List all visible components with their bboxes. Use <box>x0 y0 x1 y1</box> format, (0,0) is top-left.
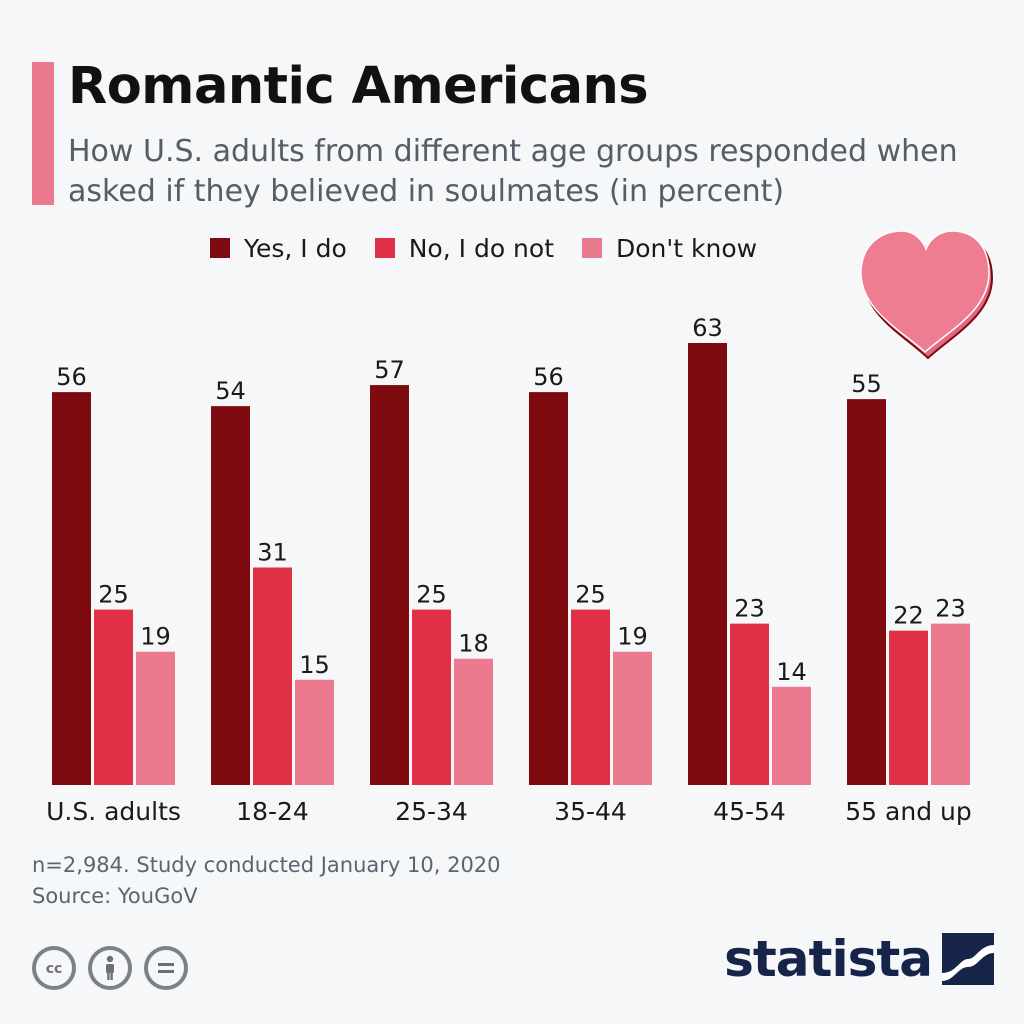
data-label-yes: 54 <box>215 377 246 405</box>
no-derivatives-icon[interactable] <box>144 946 188 990</box>
data-label-dont-know: 23 <box>935 595 966 623</box>
license-icons: cc <box>32 946 188 990</box>
chart-title: Romantic Americans <box>68 57 649 116</box>
bar-yes <box>529 392 568 785</box>
bar-yes <box>52 392 91 785</box>
data-label-dont-know: 18 <box>458 630 489 658</box>
data-label-yes: 63 <box>692 314 723 342</box>
x-tick-label: 35-44 <box>554 797 627 826</box>
bars-layer: 56 25 19 U.S. adults 54 31 15 18-24 57 25 18 25-34 5… <box>46 314 972 826</box>
source-note: Source: YouGoV <box>32 884 198 908</box>
data-label-yes: 56 <box>56 363 87 391</box>
bar-no <box>412 609 451 785</box>
statista-mark-icon <box>942 933 994 985</box>
bar-dont-know <box>772 686 811 785</box>
statista-logo[interactable]: statista <box>724 930 994 988</box>
bar-dont-know <box>613 651 652 785</box>
data-label-no: 31 <box>257 539 288 567</box>
x-tick-label: U.S. adults <box>46 797 181 826</box>
legend-item-yes: Yes, I do <box>210 234 347 263</box>
data-label-dont-know: 19 <box>617 623 648 651</box>
legend-label-no: No, I do not <box>408 233 554 263</box>
bar-no <box>94 609 133 785</box>
bar-no <box>253 567 292 785</box>
cc-icon[interactable]: cc <box>32 946 76 990</box>
heart-icon <box>860 230 994 360</box>
svg-text:cc: cc <box>46 961 63 977</box>
bar-yes <box>370 385 409 785</box>
sample-note: n=2,984. Study conducted January 10, 202… <box>32 853 501 877</box>
legend-swatch-dont-know <box>582 238 602 258</box>
data-label-dont-know: 19 <box>140 623 171 651</box>
bar-no <box>730 623 769 785</box>
bar-no <box>571 609 610 785</box>
bar-yes <box>688 343 727 785</box>
legend-label-yes: Yes, I do <box>244 233 347 263</box>
chart-legend: Yes, I do No, I do not Don't know <box>210 232 757 264</box>
chart-subtitle: How U.S. adults from different age group… <box>68 134 958 209</box>
data-label-no: 25 <box>575 581 606 609</box>
data-label-no: 25 <box>98 581 129 609</box>
data-label-dont-know: 15 <box>299 651 330 679</box>
legend-item-dont-know: Don't know <box>582 234 757 263</box>
bar-yes <box>847 399 886 785</box>
bar-no <box>889 630 928 785</box>
data-label-no: 25 <box>416 581 447 609</box>
data-label-no: 23 <box>734 595 765 623</box>
bar-dont-know <box>295 679 334 785</box>
legend-label-dont-know: Don't know <box>616 233 758 263</box>
data-label-yes: 57 <box>374 356 405 384</box>
bar-dont-know <box>931 623 970 785</box>
legend-swatch-yes <box>210 238 230 258</box>
bar-dont-know <box>454 658 493 785</box>
bar-yes <box>211 406 250 785</box>
data-label-yes: 56 <box>533 363 564 391</box>
brand-wordmark: statista <box>724 930 933 988</box>
x-tick-label: 55 and up <box>845 797 971 826</box>
footer-note: n=2,984. Study conducted January 10, 202… <box>32 850 501 912</box>
x-tick-label: 18-24 <box>236 797 309 826</box>
x-tick-label: 25-34 <box>395 797 468 826</box>
data-label-dont-know: 14 <box>776 658 807 686</box>
bar-dont-know <box>136 651 175 785</box>
data-label-no: 22 <box>893 602 924 630</box>
title-accent-bar <box>32 62 54 205</box>
legend-item-no: No, I do not <box>374 233 554 263</box>
x-tick-label: 45-54 <box>713 797 786 826</box>
attribution-icon[interactable] <box>88 946 132 990</box>
legend-swatch-no <box>374 238 395 258</box>
data-label-yes: 55 <box>851 370 882 398</box>
